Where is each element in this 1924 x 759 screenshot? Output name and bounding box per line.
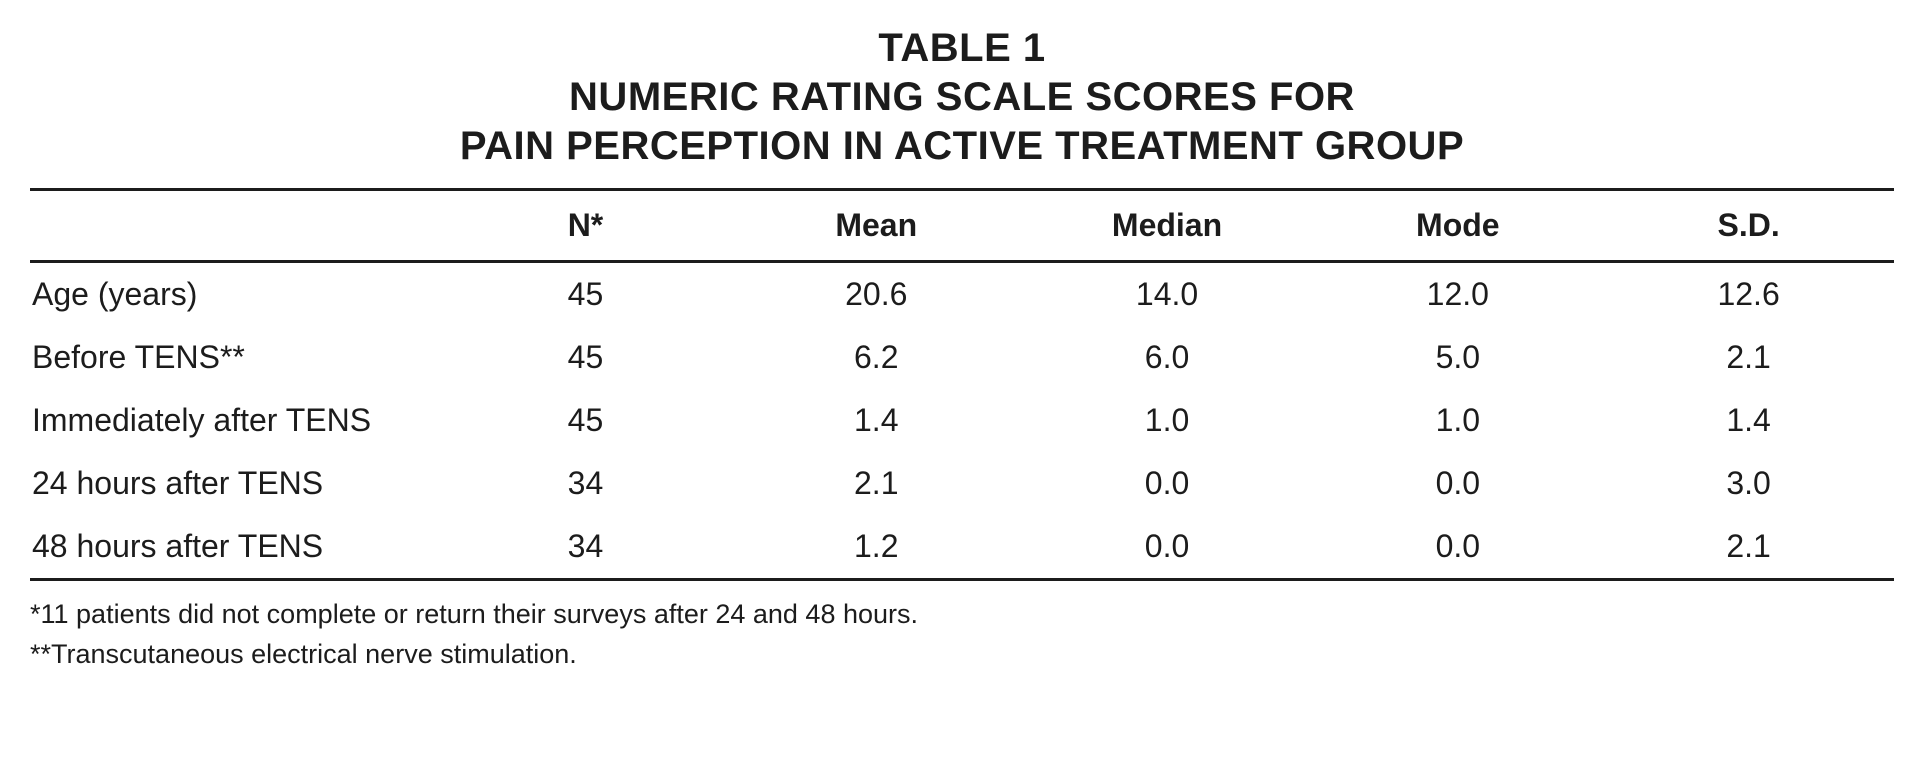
row-label: 48 hours after TENS xyxy=(32,528,324,565)
header-row: N* Mean Median Mode S.D. xyxy=(30,190,1894,262)
row-label: Before TENS** xyxy=(32,339,245,376)
column-header-mode: Mode xyxy=(1416,207,1500,244)
table-row: 24 hours after TENS 34 2.1 0.0 0.0 3.0 xyxy=(30,452,1894,515)
footnote-2: **Transcutaneous electrical nerve stimul… xyxy=(30,638,577,669)
column-header-mean: Mean xyxy=(835,207,918,244)
table-row: Before TENS** 45 6.2 6.0 5.0 2.1 xyxy=(30,326,1894,389)
table-row: Immediately after TENS 45 1.4 1.0 1.0 1.… xyxy=(30,389,1894,452)
column-header-sd: S.D. xyxy=(1717,207,1780,244)
statistics-table: N* Mean Median Mode S.D. Age (years) 45 … xyxy=(30,188,1894,581)
column-header-blank xyxy=(30,190,440,262)
cell-n: 34 xyxy=(567,528,604,565)
table-row: 48 hours after TENS 34 1.2 0.0 0.0 2.1 xyxy=(30,515,1894,580)
cell-sd: 2.1 xyxy=(1726,339,1771,376)
cell-sd: 1.4 xyxy=(1726,402,1771,439)
cell-mode: 0.0 xyxy=(1435,465,1481,502)
cell-mean: 1.2 xyxy=(854,528,899,565)
cell-mode: 12.0 xyxy=(1426,276,1489,313)
cell-median: 0.0 xyxy=(1144,528,1190,565)
table-title-line-3: PAIN PERCEPTION IN ACTIVE TREATMENT GROU… xyxy=(459,123,1465,168)
cell-median: 14.0 xyxy=(1135,276,1199,313)
table-title-line-1: TABLE 1 xyxy=(878,26,1046,70)
row-label: Age (years) xyxy=(32,276,198,313)
table-title-line-2: NUMERIC RATING SCALE SCORES FOR xyxy=(569,74,1355,119)
row-label: 24 hours after TENS xyxy=(32,465,324,502)
cell-n: 45 xyxy=(567,339,604,376)
column-header-n: N* xyxy=(567,207,604,244)
cell-sd: 2.1 xyxy=(1726,528,1771,565)
cell-median: 6.0 xyxy=(1144,339,1190,376)
footnote-1: *11 patients did not complete or return … xyxy=(30,599,919,630)
cell-mean: 6.2 xyxy=(854,339,899,376)
cell-mean: 1.4 xyxy=(854,402,899,439)
cell-mode: 0.0 xyxy=(1435,528,1481,565)
table-title: TABLE 1 NUMERIC RATING SCALE SCORES FOR … xyxy=(30,24,1894,170)
column-header-median: Median xyxy=(1111,207,1223,244)
cell-median: 1.0 xyxy=(1144,402,1190,439)
cell-sd: 12.6 xyxy=(1717,276,1780,313)
cell-n: 45 xyxy=(567,402,604,439)
table-row: Age (years) 45 20.6 14.0 12.0 12.6 xyxy=(30,262,1894,327)
cell-mean: 2.1 xyxy=(854,465,899,502)
cell-sd: 3.0 xyxy=(1726,465,1771,502)
cell-n: 45 xyxy=(567,276,604,313)
row-label: Immediately after TENS xyxy=(32,402,372,439)
footnotes: *11 patients did not complete or return … xyxy=(30,595,1894,673)
cell-mode: 1.0 xyxy=(1435,402,1481,439)
cell-n: 34 xyxy=(567,465,604,502)
cell-mode: 5.0 xyxy=(1435,339,1481,376)
cell-mean: 20.6 xyxy=(845,276,908,313)
cell-median: 0.0 xyxy=(1144,465,1190,502)
